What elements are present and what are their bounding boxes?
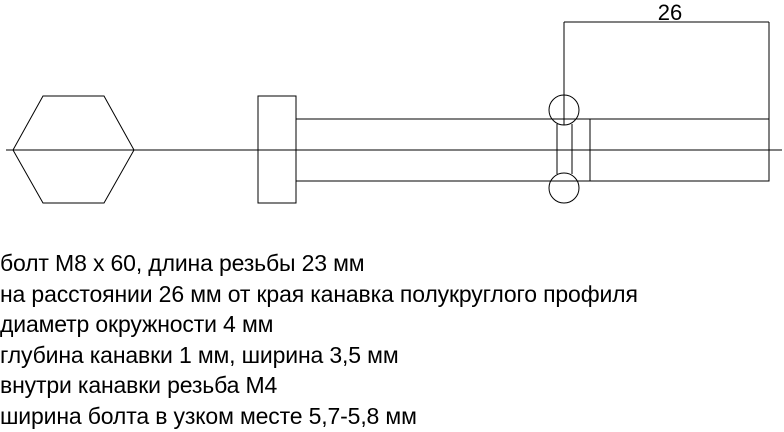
note-groove-thread: внутри канавки резьба М4	[0, 372, 278, 398]
dimension-label: 26	[658, 0, 682, 25]
note-narrow-width: ширина болта в узком месте 5,7-5,8 мм	[0, 402, 417, 429]
note-groove-depth-width: глубина канавки 1 мм, ширина 3,5 мм	[0, 341, 399, 368]
groove-circle-bottom	[548, 172, 580, 204]
bolt-shank	[295, 118, 770, 182]
note-bolt-size: болт М8 х 60, длина резьбы 23 мм	[0, 250, 365, 276]
hex-head-view	[12, 95, 135, 204]
spec-notes: болт М8 х 60, длина резьбы 23 мм на расс…	[0, 248, 784, 431]
note-circle-diameter: диаметр окружности 4 мм	[0, 311, 274, 337]
note-groove-distance: на расстоянии 26 мм от края канавка полу…	[0, 280, 638, 307]
bolt-drawing: 26	[6, 0, 782, 204]
